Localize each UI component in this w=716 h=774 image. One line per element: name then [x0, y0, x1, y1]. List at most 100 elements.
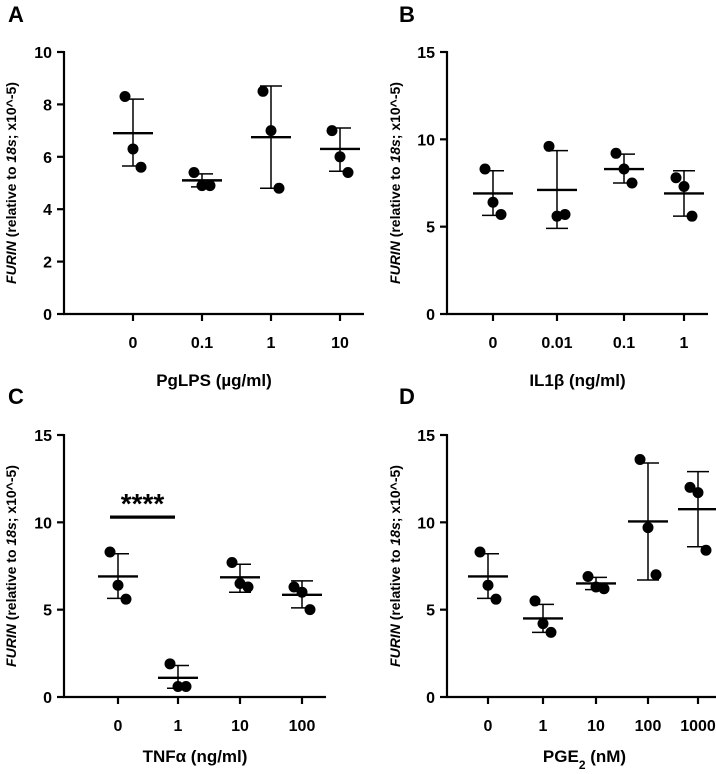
x-axis-label: PGE2 (nM) — [543, 747, 626, 772]
data-point — [686, 210, 698, 222]
group-100 — [282, 580, 322, 616]
data-point — [172, 681, 184, 693]
data-point — [692, 487, 704, 499]
group-1000 — [678, 470, 716, 556]
x-tick-label: 1 — [267, 335, 276, 352]
data-point — [670, 172, 682, 184]
data-point — [618, 163, 630, 175]
group-1 — [251, 85, 291, 194]
y-tick-label: 6 — [43, 150, 52, 167]
data-point — [543, 140, 555, 152]
data-point — [112, 579, 124, 591]
x-tick-label: 1000 — [680, 718, 716, 735]
x-tick-label: 10 — [587, 718, 605, 735]
panel-letter: D — [399, 384, 415, 409]
y-axis-label-part: ; x10^-5) — [387, 82, 403, 139]
data-point — [304, 604, 316, 616]
y-tick-label: 5 — [426, 220, 435, 237]
group-0 — [468, 546, 508, 605]
data-point — [642, 522, 654, 534]
x-tick-label: 1 — [174, 718, 183, 735]
y-axis-label-part: ; x10^-5) — [3, 82, 19, 139]
y-tick-label: 15 — [417, 428, 435, 445]
significance-label: **** — [121, 488, 165, 519]
data-point — [479, 163, 491, 175]
y-axis-label: FURIN (relative to 18s; x10^-5) — [387, 465, 403, 667]
y-tick-label: 10 — [34, 45, 52, 62]
data-point — [545, 626, 557, 638]
x-tick-label: 1 — [539, 718, 548, 735]
panel-letter: C — [8, 384, 24, 409]
data-point — [127, 143, 139, 155]
y-tick-label: 5 — [426, 603, 435, 620]
y-tick-label: 10 — [34, 515, 52, 532]
data-point — [326, 125, 338, 137]
data-point — [482, 579, 494, 591]
panel-b: B 0 5 10 15 0 0.01 0.1 1 IL1β (ng/ml) FURIN (relat… — [387, 2, 708, 390]
y-axis-label: FURIN (relative to 18s; x10^-5) — [3, 82, 19, 284]
x-axis-label: PgLPS (µg/ml) — [156, 371, 272, 390]
y-tick-label: 15 — [417, 45, 435, 62]
data-point — [634, 453, 646, 465]
group-0 — [98, 546, 138, 605]
y-tick-label: 0 — [426, 307, 435, 324]
data-point — [104, 546, 116, 558]
y-axis-label-part: 18s — [3, 139, 19, 163]
data-point — [626, 177, 638, 189]
data-point — [582, 570, 594, 582]
data-point — [135, 161, 147, 173]
y-axis-label: FURIN (relative to 18s; x10^-5) — [3, 465, 19, 667]
data-point — [242, 581, 254, 593]
data-point — [495, 208, 507, 220]
group-0.01 — [537, 140, 577, 230]
y-axis-label-part: FURIN — [387, 623, 403, 667]
y-tick-label: 0 — [43, 690, 52, 707]
group-10 — [220, 557, 260, 593]
panel-letter: A — [8, 2, 24, 27]
y-axis-label-part: (relative to — [3, 163, 19, 242]
y-tick-label: 15 — [34, 428, 52, 445]
x-axis-label-part: PGE — [543, 747, 579, 766]
y-tick-label: 8 — [43, 97, 52, 114]
data-point — [119, 91, 131, 103]
data-point — [610, 147, 622, 159]
panel-letter: B — [399, 2, 415, 27]
y-axis-label-part: FURIN — [387, 240, 403, 284]
data-point — [180, 681, 192, 693]
data-point — [678, 180, 690, 192]
y-axis-label-part: ; x10^-5) — [387, 465, 403, 522]
x-tick-label: 10 — [331, 335, 349, 352]
x-tick-label: 0.01 — [541, 335, 572, 352]
data-point — [537, 618, 549, 630]
panel-d: D 0 5 10 15 0 1 10 100 1000 PGE2 (nM) FURIN (relati… — [387, 384, 716, 772]
data-point — [487, 196, 499, 208]
data-point — [474, 546, 486, 558]
y-axis-label-part: (relative to — [3, 546, 19, 625]
x-axis-label-part: TNFα (ng/ml) — [143, 747, 248, 766]
group-1 — [664, 170, 704, 222]
data-point — [226, 557, 238, 569]
group-1 — [158, 658, 198, 693]
x-axis-label-part: PgLPS (µg/ml) — [156, 371, 272, 390]
y-tick-label: 10 — [417, 132, 435, 149]
group-100 — [628, 453, 668, 581]
data-point — [684, 481, 696, 493]
group-0 — [113, 91, 153, 173]
data-point — [273, 182, 285, 194]
y-axis-label-part: ; x10^-5) — [3, 465, 19, 522]
group-0.1 — [604, 147, 644, 189]
x-tick-label: 100 — [635, 718, 662, 735]
group-10 — [320, 125, 360, 179]
data-point — [490, 593, 502, 605]
data-point — [288, 581, 300, 593]
x-tick-label: 0 — [484, 718, 493, 735]
x-tick-label: 100 — [289, 718, 316, 735]
data-point — [529, 595, 541, 607]
x-tick-label: 0 — [129, 335, 138, 352]
y-axis-label: FURIN (relative to 18s; x10^-5) — [387, 82, 403, 284]
y-axis-label-part: FURIN — [3, 623, 19, 667]
x-tick-label: 0.1 — [191, 335, 213, 352]
x-axis-label-part: IL1β (ng/ml) — [529, 371, 625, 390]
y-axis-label-part: 18s — [387, 139, 403, 163]
y-axis-label-part: (relative to — [387, 546, 403, 625]
